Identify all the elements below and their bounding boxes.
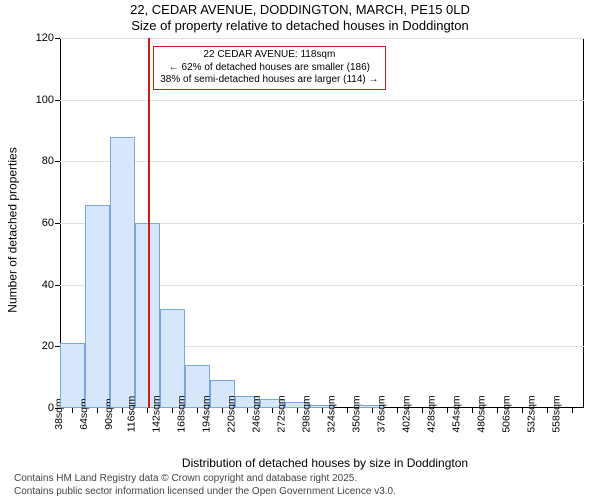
footer-line-1: Contains HM Land Registry data © Crown c… [14, 473, 590, 486]
histogram-bar [85, 205, 110, 409]
xtick-mark [547, 408, 548, 413]
xtick-label: 480sqm [475, 395, 487, 432]
xtick-mark [322, 408, 323, 413]
xtick-label: 506sqm [500, 395, 512, 432]
xtick-mark [72, 408, 73, 413]
annotation-line: ← 62% of detached houses are smaller (18… [160, 62, 378, 75]
page-title: 22, CEDAR AVENUE, DODDINGTON, MARCH, PE1… [0, 2, 600, 17]
ytick-label: 40 [42, 279, 60, 291]
xtick-mark [472, 408, 473, 413]
xtick-label: 532sqm [525, 395, 537, 432]
xtick-mark [372, 408, 373, 413]
xtick-label: 376sqm [375, 395, 387, 432]
grid-line [60, 100, 584, 101]
xtick-label: 298sqm [300, 395, 312, 432]
annotation-box: 22 CEDAR AVENUE: 118sqm← 62% of detached… [153, 46, 385, 90]
xtick-label: 324sqm [325, 395, 337, 432]
annotation-line: 22 CEDAR AVENUE: 118sqm [160, 49, 378, 62]
xtick-mark [197, 408, 198, 413]
xtick-mark [222, 408, 223, 413]
xtick-mark [497, 408, 498, 413]
grid-line [60, 38, 584, 39]
xtick-mark [572, 408, 573, 413]
ytick-label: 80 [42, 155, 60, 167]
ytick-label: 20 [42, 340, 60, 352]
x-axis-label: Distribution of detached houses by size … [60, 456, 590, 470]
ytick-label: 120 [36, 32, 60, 44]
xtick-label: 454sqm [450, 395, 462, 432]
xtick-mark [447, 408, 448, 413]
histogram-bar [110, 137, 135, 408]
y-axis-label: Number of detached properties [6, 147, 20, 312]
xtick-mark [147, 408, 148, 413]
grid-line [60, 161, 584, 162]
histogram-bar [160, 309, 185, 408]
xtick-mark [297, 408, 298, 413]
xtick-mark [247, 408, 248, 413]
xtick-mark [172, 408, 173, 413]
annotation-line: 38% of semi-detached houses are larger (… [160, 74, 378, 87]
xtick-label: 350sqm [350, 395, 362, 432]
xtick-mark [522, 408, 523, 413]
xtick-mark [422, 408, 423, 413]
y-axis-label-wrap: Number of detached properties [4, 0, 22, 460]
page-subtitle: Size of property relative to detached ho… [0, 18, 600, 33]
xtick-mark [272, 408, 273, 413]
xtick-mark [347, 408, 348, 413]
footer-line-2: Contains public sector information licen… [14, 486, 590, 499]
ytick-label: 100 [36, 94, 60, 106]
footer-attribution: Contains HM Land Registry data © Crown c… [14, 473, 590, 498]
xtick-label: 428sqm [425, 395, 437, 432]
xtick-mark [397, 408, 398, 413]
ytick-label: 60 [42, 217, 60, 229]
xtick-mark [97, 408, 98, 413]
chart-root: 22, CEDAR AVENUE, DODDINGTON, MARCH, PE1… [0, 0, 600, 500]
xtick-label: 558sqm [550, 395, 562, 432]
xtick-label: 402sqm [400, 395, 412, 432]
property-marker-line [148, 38, 150, 408]
xtick-mark [122, 408, 123, 413]
plot-area: 02040608010012038sqm64sqm90sqm116sqm142s… [60, 38, 584, 408]
